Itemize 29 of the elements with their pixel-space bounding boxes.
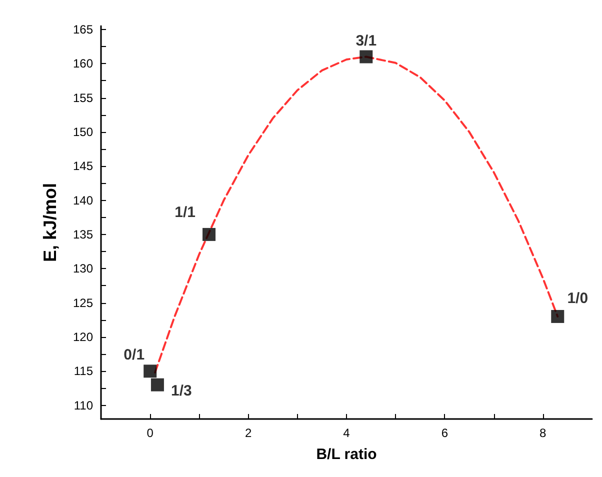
y-tick-label: 110 xyxy=(74,398,94,412)
x-axis-title: B/L ratio xyxy=(316,446,377,463)
annotation: 1/1 xyxy=(174,204,196,221)
point xyxy=(360,50,373,64)
x-tick-label: 2 xyxy=(244,426,252,440)
point xyxy=(202,228,216,241)
x-tick-label: 8 xyxy=(540,426,547,440)
y-tick-label: 120 xyxy=(72,330,94,344)
y-tick-label: 130 xyxy=(72,262,94,276)
y-axis-title: E, kJ/mol xyxy=(40,182,60,262)
y-tick-label: 140 xyxy=(72,193,94,208)
y-tick-label: 160 xyxy=(72,56,94,71)
point xyxy=(150,378,164,392)
y-tick-label: 165 xyxy=(72,22,94,36)
annotation: 1/0 xyxy=(567,290,588,307)
x-tick-label: 4 xyxy=(343,426,350,440)
y-tick-label: 150 xyxy=(72,124,94,139)
y-tick-label: 115 xyxy=(74,364,94,378)
y-tick-label: 135 xyxy=(72,227,94,242)
point xyxy=(551,310,564,323)
annotation: 3/1 xyxy=(356,32,377,50)
x-tick-label: 0 xyxy=(146,426,154,440)
annotation: 1/3 xyxy=(171,382,192,400)
y-tick-label: 155 xyxy=(72,90,94,105)
point xyxy=(144,364,157,378)
y-tick-label: 125 xyxy=(72,296,94,310)
annotation: 0/1 xyxy=(124,346,145,364)
y-tick-label: 145 xyxy=(72,159,94,174)
x-tick-label: 6 xyxy=(441,426,448,440)
